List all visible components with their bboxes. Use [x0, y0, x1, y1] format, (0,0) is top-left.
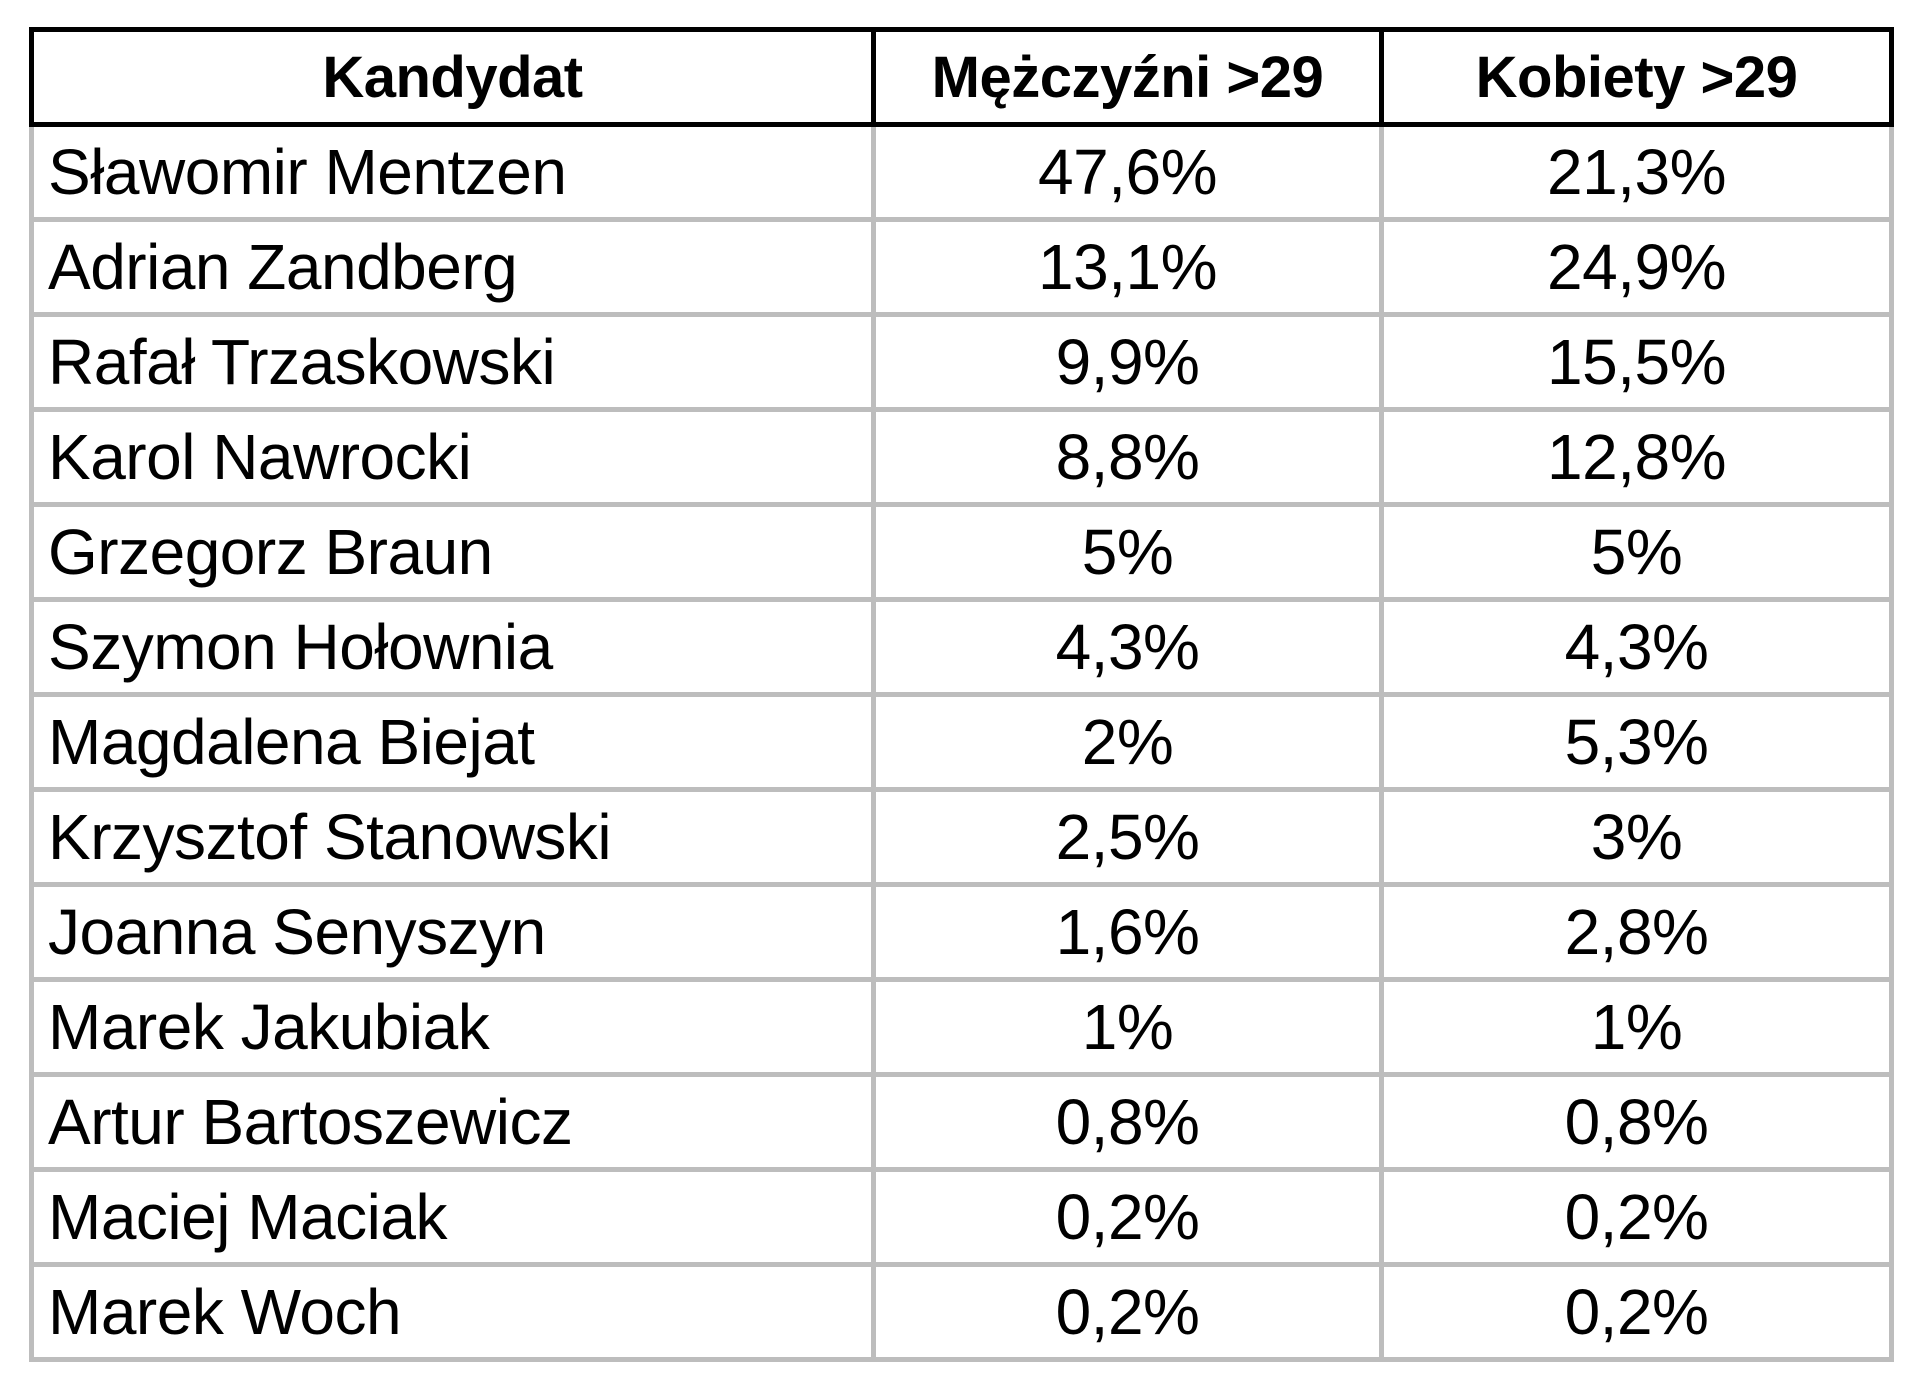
table-row: Szymon Hołownia 4,3% 4,3% [29, 597, 1894, 697]
table-row: Joanna Senyszyn 1,6% 2,8% [29, 882, 1894, 982]
women-share-cell: 0,2% [1379, 1167, 1894, 1267]
candidate-name-cell: Krzysztof Stanowski [29, 787, 876, 887]
women-share-cell: 5% [1379, 502, 1894, 602]
table-row: Sławomir Mentzen 47,6% 21,3% [29, 124, 1894, 222]
men-share-cell: 0,2% [871, 1167, 1384, 1267]
men-share-cell: 2,5% [871, 787, 1384, 887]
table-row: Krzysztof Stanowski 2,5% 3% [29, 787, 1894, 887]
header-women-over-29: Kobiety >29 [1379, 27, 1894, 127]
candidate-name-cell: Szymon Hołownia [29, 597, 876, 697]
table-row: Rafał Trzaskowski 9,9% 15,5% [29, 312, 1894, 412]
table-row: Magdalena Biejat 2% 5,3% [29, 692, 1894, 792]
men-share-cell: 8,8% [871, 407, 1384, 507]
candidate-name-cell: Sławomir Mentzen [29, 124, 876, 222]
men-share-cell: 1,6% [871, 882, 1384, 982]
women-share-cell: 3% [1379, 787, 1894, 887]
men-share-cell: 5% [871, 502, 1384, 602]
women-share-cell: 4,3% [1379, 597, 1894, 697]
table-row: Maciej Maciak 0,2% 0,2% [29, 1167, 1894, 1267]
women-share-cell: 0,2% [1379, 1262, 1894, 1362]
header-row: Kandydat Mężczyźni >29 Kobiety >29 [29, 27, 1894, 127]
men-share-cell: 2% [871, 692, 1384, 792]
women-share-cell: 1% [1379, 977, 1894, 1077]
men-share-cell: 0,8% [871, 1072, 1384, 1172]
table-row: Grzegorz Braun 5% 5% [29, 502, 1894, 602]
candidate-name-cell: Adrian Zandberg [29, 217, 876, 317]
candidate-name-cell: Marek Woch [29, 1262, 876, 1362]
table-row: Adrian Zandberg 13,1% 24,9% [29, 217, 1894, 317]
header-men-over-29: Mężczyźni >29 [871, 27, 1384, 127]
table-row: Marek Woch 0,2% 0,2% [29, 1262, 1894, 1362]
women-share-cell: 0,8% [1379, 1072, 1894, 1172]
table-row: Artur Bartoszewicz 0,8% 0,8% [29, 1072, 1894, 1172]
men-share-cell: 47,6% [871, 124, 1384, 222]
table-row: Marek Jakubiak 1% 1% [29, 977, 1894, 1077]
women-share-cell: 2,8% [1379, 882, 1894, 982]
women-share-cell: 24,9% [1379, 217, 1894, 317]
women-share-cell: 21,3% [1379, 124, 1894, 222]
candidate-name-cell: Joanna Senyszyn [29, 882, 876, 982]
table-body: Sławomir Mentzen 47,6% 21,3% Adrian Zandber… [29, 124, 1894, 1362]
candidate-name-cell: Maciej Maciak [29, 1167, 876, 1267]
women-share-cell: 5,3% [1379, 692, 1894, 792]
men-share-cell: 4,3% [871, 597, 1384, 697]
results-table: Kandydat Mężczyźni >29 Kobiety >29 Sławo… [29, 27, 1894, 1362]
candidate-name-cell: Magdalena Biejat [29, 692, 876, 792]
candidate-name-cell: Grzegorz Braun [29, 502, 876, 602]
men-share-cell: 1% [871, 977, 1384, 1077]
men-share-cell: 9,9% [871, 312, 1384, 412]
candidate-name-cell: Artur Bartoszewicz [29, 1072, 876, 1172]
candidate-name-cell: Rafał Trzaskowski [29, 312, 876, 412]
table-row: Karol Nawrocki 8,8% 12,8% [29, 407, 1894, 507]
women-share-cell: 15,5% [1379, 312, 1894, 412]
men-share-cell: 0,2% [871, 1262, 1384, 1362]
candidate-name-cell: Karol Nawrocki [29, 407, 876, 507]
men-share-cell: 13,1% [871, 217, 1384, 317]
header-candidate: Kandydat [29, 27, 876, 127]
candidate-name-cell: Marek Jakubiak [29, 977, 876, 1077]
women-share-cell: 12,8% [1379, 407, 1894, 507]
